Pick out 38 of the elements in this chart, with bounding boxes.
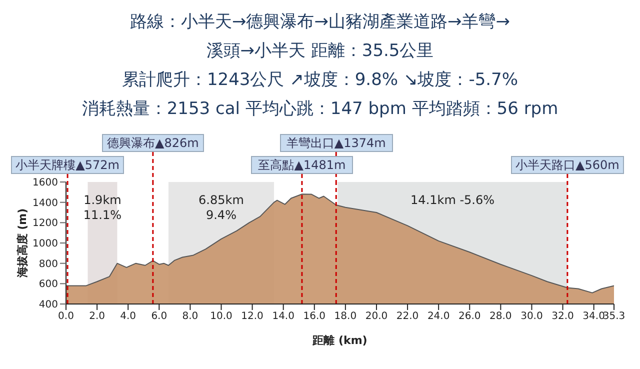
band-label: 6.85km 9.4% bbox=[198, 193, 244, 222]
x-tick-label: 32.0 bbox=[552, 311, 574, 322]
x-tick-label: 20.0 bbox=[365, 311, 388, 322]
x-tick-label: 14.0 bbox=[272, 311, 294, 322]
x-tick-label: 24.0 bbox=[427, 311, 450, 322]
band-label: 14.1km -5.6% bbox=[410, 193, 495, 207]
x-tick-label: 10.0 bbox=[210, 311, 232, 322]
chart-subtitle: 累計爬升：1243公尺 ↗坡度：9.8% ↘坡度：-5.7% 消耗熱量：2153 cal 平均心跳：147 bpm 平均踏頻：56 rpm bbox=[80, 69, 560, 121]
x-tick-label: 26.0 bbox=[458, 311, 481, 322]
ref-line-label: 羊彎出口▲1374m bbox=[280, 134, 393, 152]
x-tick-label: 22.0 bbox=[396, 311, 419, 322]
y-axis-title: 海拔高度 (m) bbox=[16, 208, 29, 279]
x-tick-label: 2.0 bbox=[89, 311, 105, 322]
x-tick-label: 12.0 bbox=[241, 311, 264, 322]
x-tick-label: 6.0 bbox=[151, 311, 168, 322]
y-tick-label: 1000 bbox=[32, 238, 58, 250]
y-tick-label: 400 bbox=[38, 300, 58, 311]
y-tick-label: 1600 bbox=[32, 178, 58, 189]
x-tick-label: 0.0 bbox=[58, 311, 74, 322]
x-tick-label: 35.3 bbox=[602, 311, 626, 322]
ref-line-label: 小半天路口▲560m bbox=[510, 156, 624, 174]
x-tick-label: 16.0 bbox=[303, 311, 326, 322]
y-tick-label: 800 bbox=[38, 258, 58, 270]
y-tick-label: 1400 bbox=[32, 198, 58, 209]
chart-title: 路線：小半天→德興瀑布→山豬湖產業道路→羊彎→溪頭→小半天 距離：35.5公里 bbox=[130, 11, 510, 63]
x-tick-label: 34.0 bbox=[582, 311, 605, 322]
x-tick-label: 18.0 bbox=[334, 311, 357, 322]
ref-line-label: 小半天牌樓▲572m bbox=[11, 156, 124, 174]
band-label: 1.9km 11.1% bbox=[83, 193, 122, 222]
x-tick-label: 30.0 bbox=[520, 311, 543, 322]
y-tick-label: 1200 bbox=[32, 218, 58, 230]
ref-line-label: 德興瀑布▲826m bbox=[102, 134, 204, 152]
x-tick-label: 4.0 bbox=[120, 311, 136, 322]
x-axis-title: 距離 (km) bbox=[312, 334, 368, 347]
ref-line-label: 至高點▲1481m bbox=[250, 156, 354, 174]
x-tick-label: 28.0 bbox=[490, 311, 512, 322]
y-tick-label: 600 bbox=[38, 279, 58, 290]
x-tick-label: 8.0 bbox=[182, 311, 198, 322]
